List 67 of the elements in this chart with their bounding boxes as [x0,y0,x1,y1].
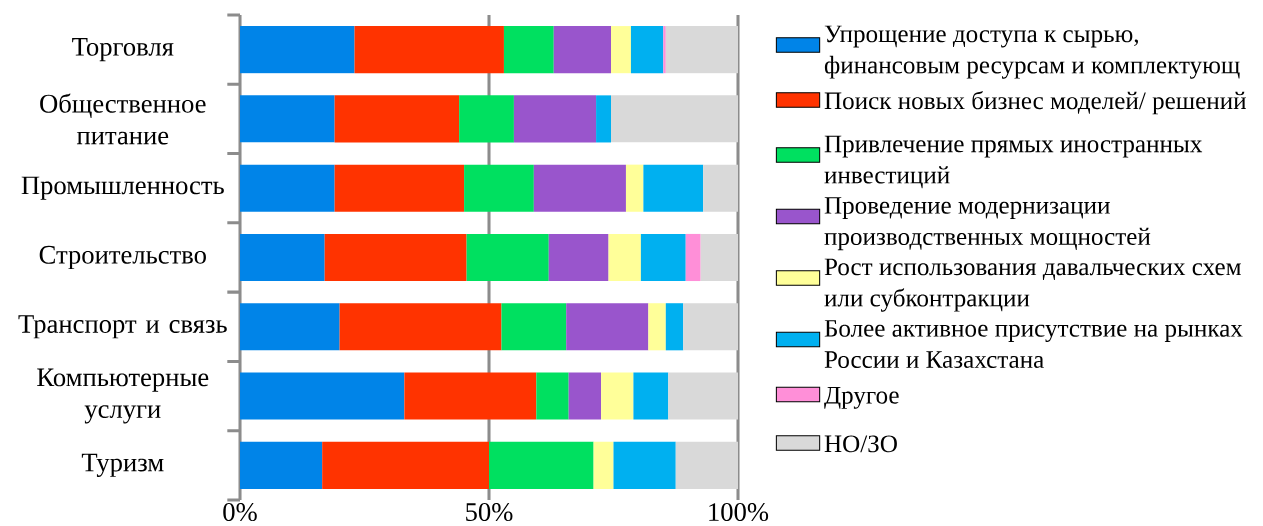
y-tick-label: Туризм [81,453,164,477]
bar [596,95,612,143]
bar [501,303,567,351]
bar [640,233,686,282]
legend-label: Проведение модернизации производственных мощностей [824,197,1151,251]
x-tick-label: 0% [223,503,257,522]
bar [611,95,739,143]
bar [663,26,666,74]
y-tick-label: Промышленность [21,176,224,200]
bar [334,164,465,212]
bar [685,233,701,282]
bar [503,26,554,74]
x-tick-label: 50% [466,503,513,522]
bar [240,164,335,212]
bar [675,441,739,489]
bar [240,233,325,282]
bar [668,372,739,420]
bar [613,441,676,489]
bar [608,233,641,282]
bar [513,95,597,143]
y-tick-label: Компьютерные услуги [37,368,209,424]
bar [630,26,664,74]
bar [536,372,569,420]
y-tick-label: Общественное питание [40,93,206,145]
y-tick-label: Торговля [72,38,174,62]
bar [404,372,537,420]
legend-label: Рост использования давальческих схем или субконтракции [824,258,1241,312]
bar [633,372,669,420]
legend-label: Поиск новых бизнес моделей/ решений [824,90,1246,115]
legend-label: Другое [824,387,899,409]
legend-label: Более активное присутствие на рынках России и Казахстана [824,320,1243,368]
bar [625,164,644,212]
bar [322,441,490,489]
bar [334,95,460,143]
bar [553,26,612,74]
legend-label: НО/ЗО [824,435,897,453]
y-tick-label: Строительство [39,245,206,270]
bar [683,303,739,351]
bar [466,233,549,282]
bar [533,164,626,212]
bar [593,441,614,489]
bar [459,95,514,143]
bar [354,26,504,74]
bar [665,26,739,74]
y-tick-label: Транспорт и связь [18,315,227,339]
bar [643,164,704,212]
bar [548,233,609,282]
bar [568,372,602,420]
bar [339,303,502,351]
bar [240,441,323,489]
bar [665,303,684,351]
bar [601,372,634,420]
bar [240,95,335,143]
legend-label: Упрощение доступа к сырью, финансовым ресурсам и комплектующ [824,25,1240,79]
bar [611,26,631,74]
bar [700,233,739,282]
bar [566,303,649,351]
bar [324,233,467,282]
bar [464,164,534,212]
bar [703,164,739,212]
x-tick-label: 100% [709,503,769,522]
bar [240,372,405,420]
bar [489,441,594,489]
bar [648,303,666,351]
legend-label: Привлечение прямых иностранных инвестиций [824,135,1203,189]
bar [240,26,355,74]
bar [240,303,340,351]
